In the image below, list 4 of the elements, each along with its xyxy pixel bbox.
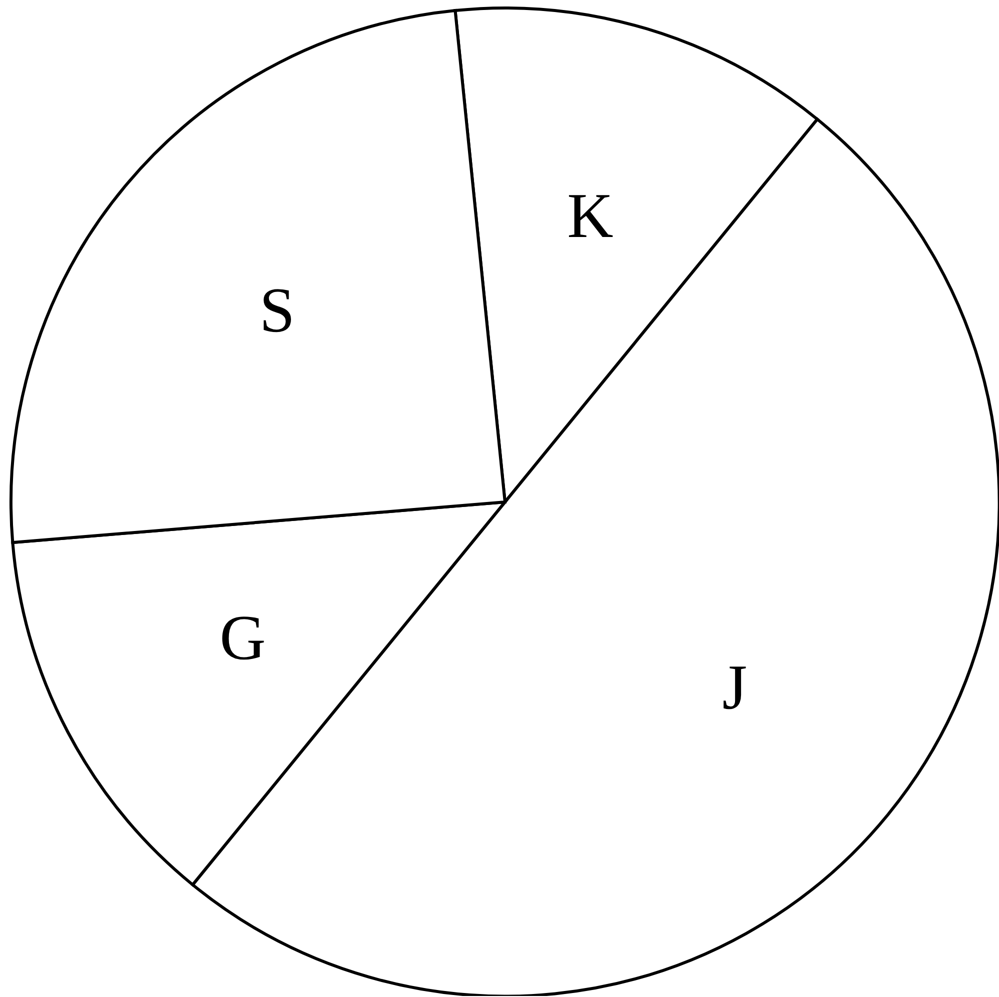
slice-label: G — [220, 602, 266, 673]
slice-label: J — [722, 651, 748, 722]
slice-label: K — [567, 180, 614, 252]
slice-label: S — [259, 274, 295, 346]
